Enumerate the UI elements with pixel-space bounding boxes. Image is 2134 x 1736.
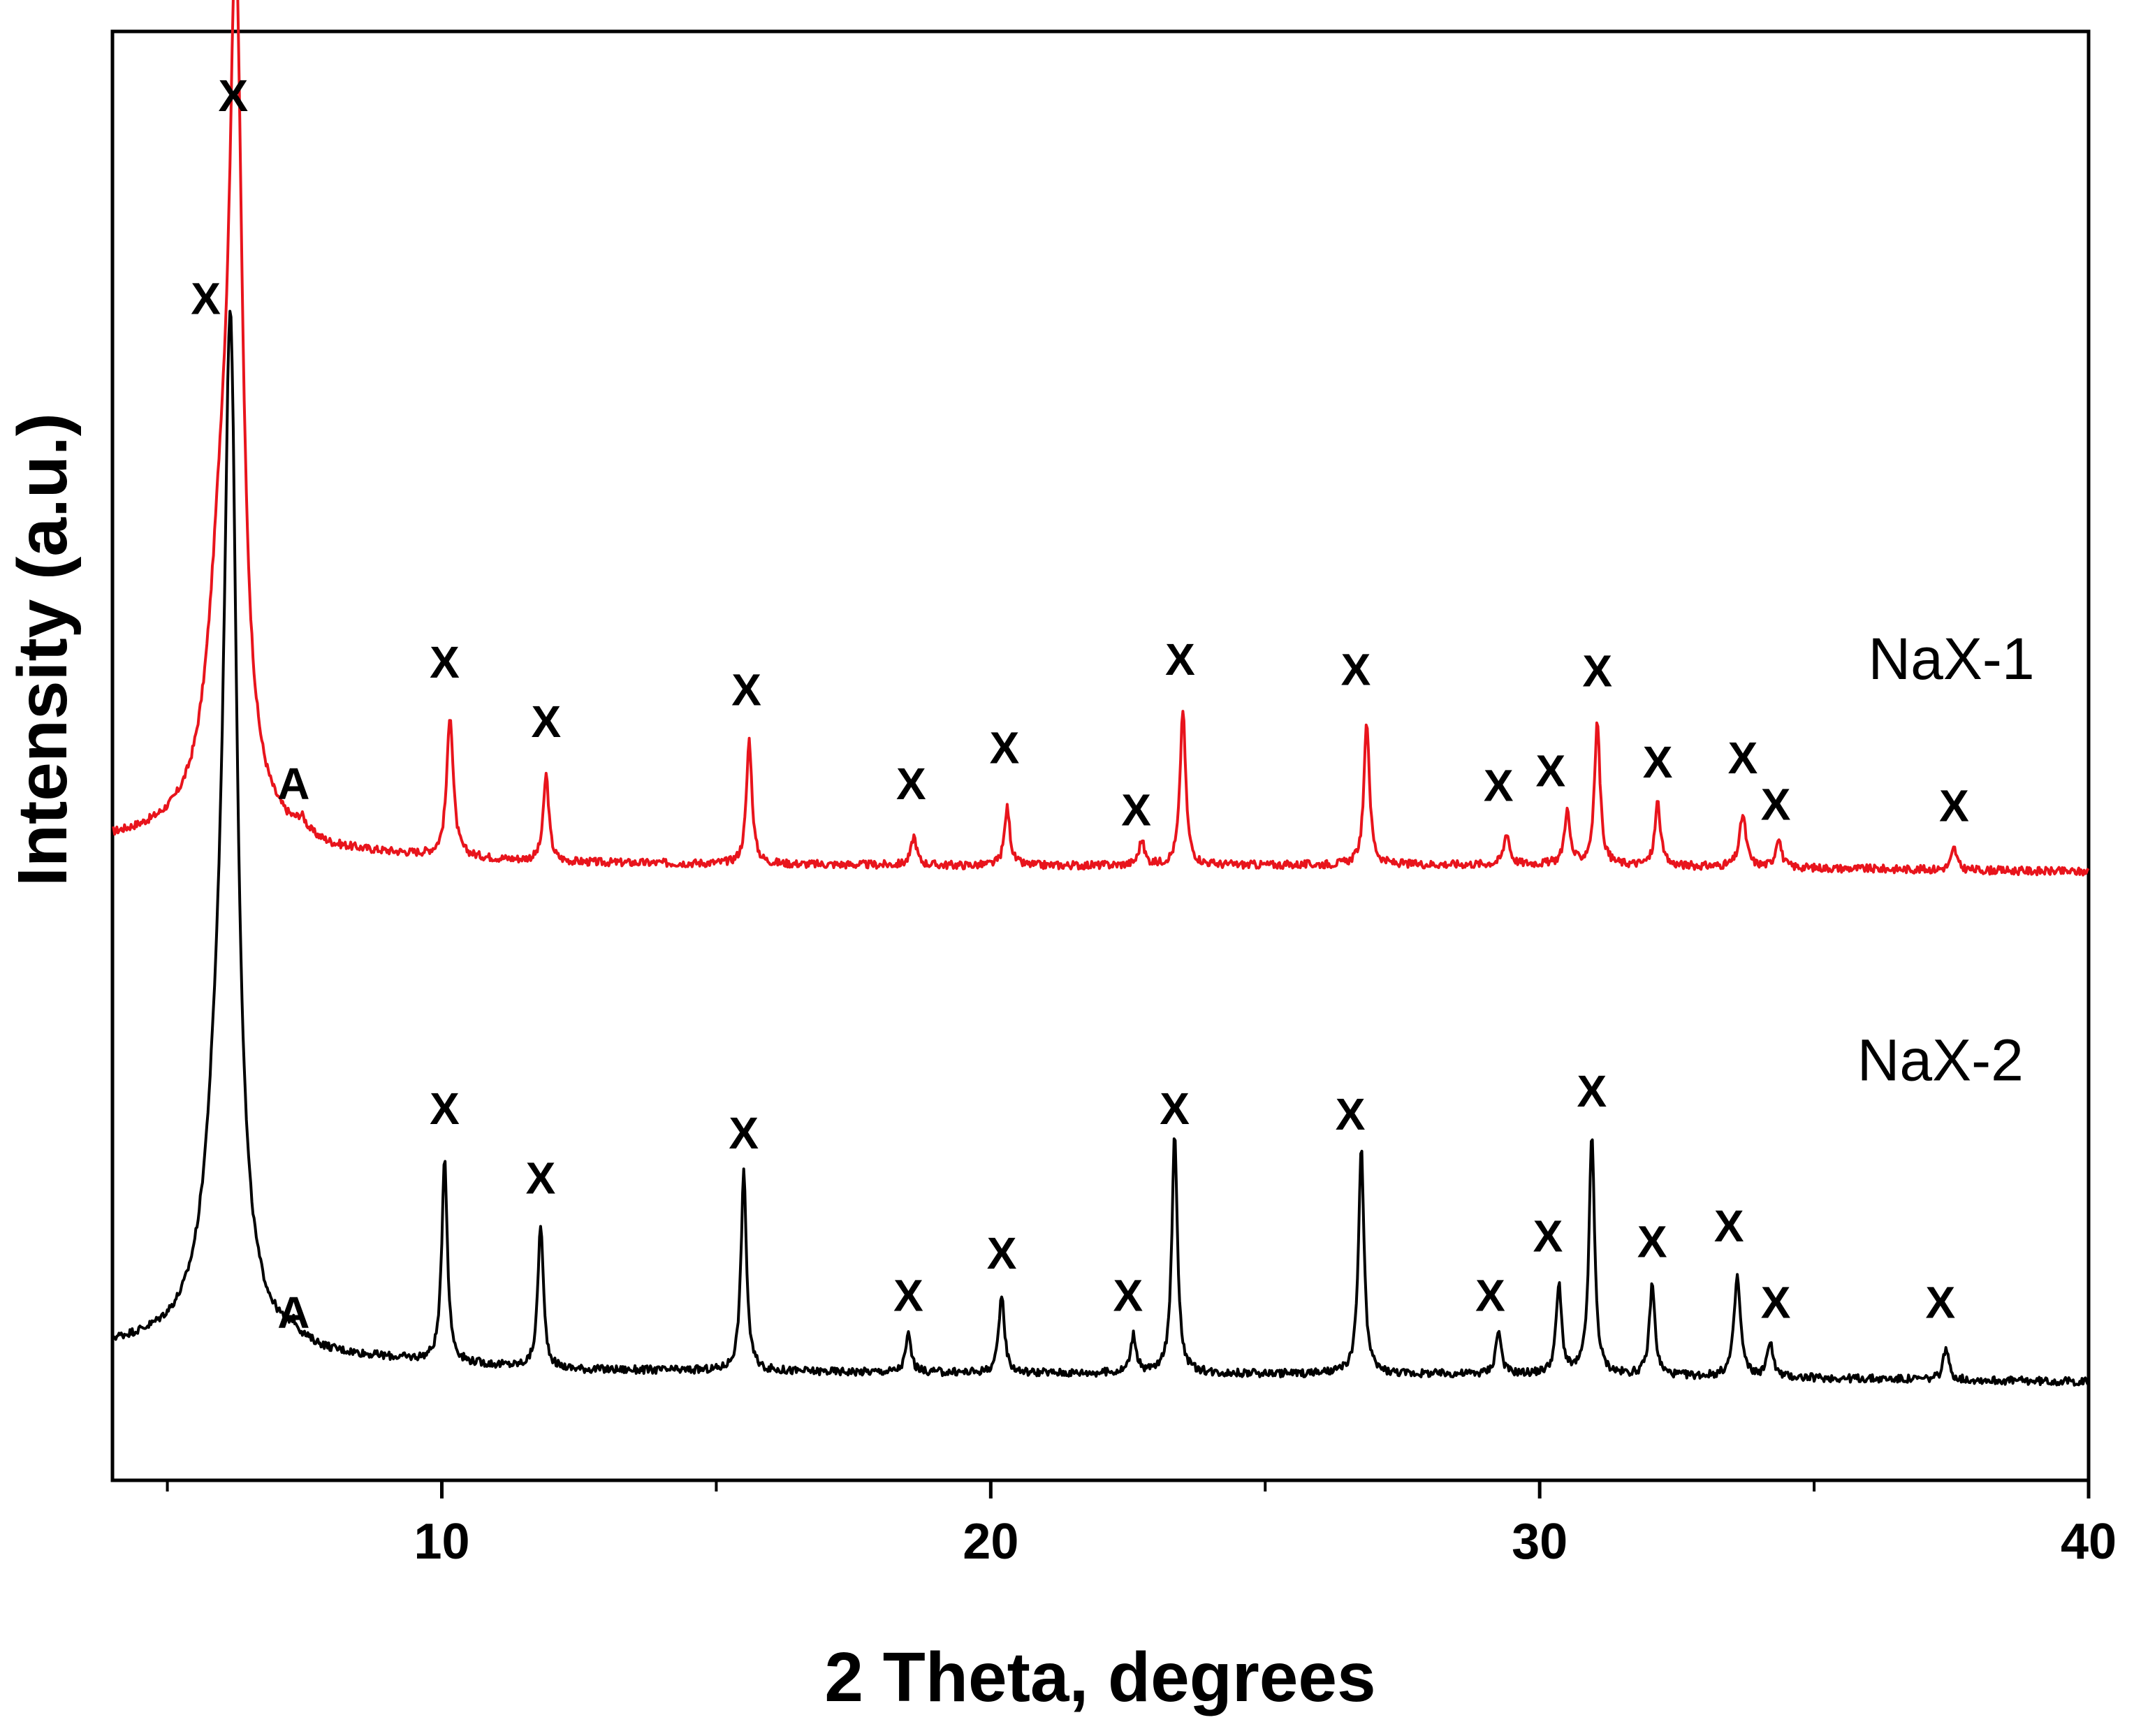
peak-label: X — [1761, 1278, 1791, 1328]
x-tick-label: 40 — [2061, 1514, 2117, 1570]
peak-label: X — [731, 664, 761, 715]
peak-label: X — [1336, 1089, 1366, 1139]
series-line-nax-2 — [111, 309, 2090, 1387]
peak-label: X — [893, 1270, 923, 1320]
peak-label: X — [430, 637, 460, 687]
x-axis-ticks: 10 20 30 40 — [166, 1480, 2117, 1570]
peak-label: X — [1533, 1211, 1563, 1261]
peak-label: X — [1536, 746, 1566, 796]
peak-label: X — [430, 1084, 460, 1134]
series-label-nax-2: NaX-2 — [1857, 1028, 2024, 1093]
peak-label: X — [987, 1228, 1017, 1278]
peak-label: A — [277, 1288, 309, 1338]
peak-label: X — [1577, 1066, 1607, 1116]
peak-label: X — [191, 273, 221, 323]
x-tick-label: 10 — [414, 1514, 469, 1570]
x-tick-label: 20 — [963, 1514, 1018, 1570]
plot-frame — [110, 29, 2091, 1482]
peak-label: X — [1728, 733, 1758, 783]
peak-label: X — [1582, 645, 1612, 696]
x-axis-title: 2 Theta, degrees — [824, 1638, 1375, 1716]
peak-label: X — [1643, 737, 1673, 787]
peak-label: X — [531, 696, 561, 747]
peak-label: X — [1925, 1278, 1955, 1328]
peak-label: X — [1761, 779, 1791, 829]
series-label-nax-1: NaX-1 — [1868, 626, 2034, 692]
peak-label: X — [1475, 1270, 1505, 1320]
peak-label: X — [1484, 760, 1514, 810]
peak-label: X — [1341, 644, 1371, 694]
x-tick-label: 30 — [1512, 1514, 1567, 1570]
peak-label: X — [1714, 1201, 1744, 1251]
series-line-nax-1 — [112, 0, 2090, 877]
peak-label: X — [1939, 780, 1969, 831]
peak-label: X — [1160, 1084, 1190, 1134]
peak-label: A — [277, 759, 309, 809]
peak-label: X — [526, 1153, 556, 1203]
peak-label: X — [1165, 634, 1195, 685]
peak-label: X — [990, 722, 1020, 773]
peak-label: X — [219, 71, 249, 121]
peak-label: X — [1113, 1270, 1143, 1320]
y-axis-title: Intensity (a.u.) — [3, 413, 82, 887]
peak-label: X — [1637, 1217, 1667, 1267]
peak-label: X — [729, 1108, 759, 1158]
series-layer — [111, 0, 2090, 1387]
peak-label: X — [896, 759, 926, 809]
peak-label: X — [1121, 785, 1151, 836]
